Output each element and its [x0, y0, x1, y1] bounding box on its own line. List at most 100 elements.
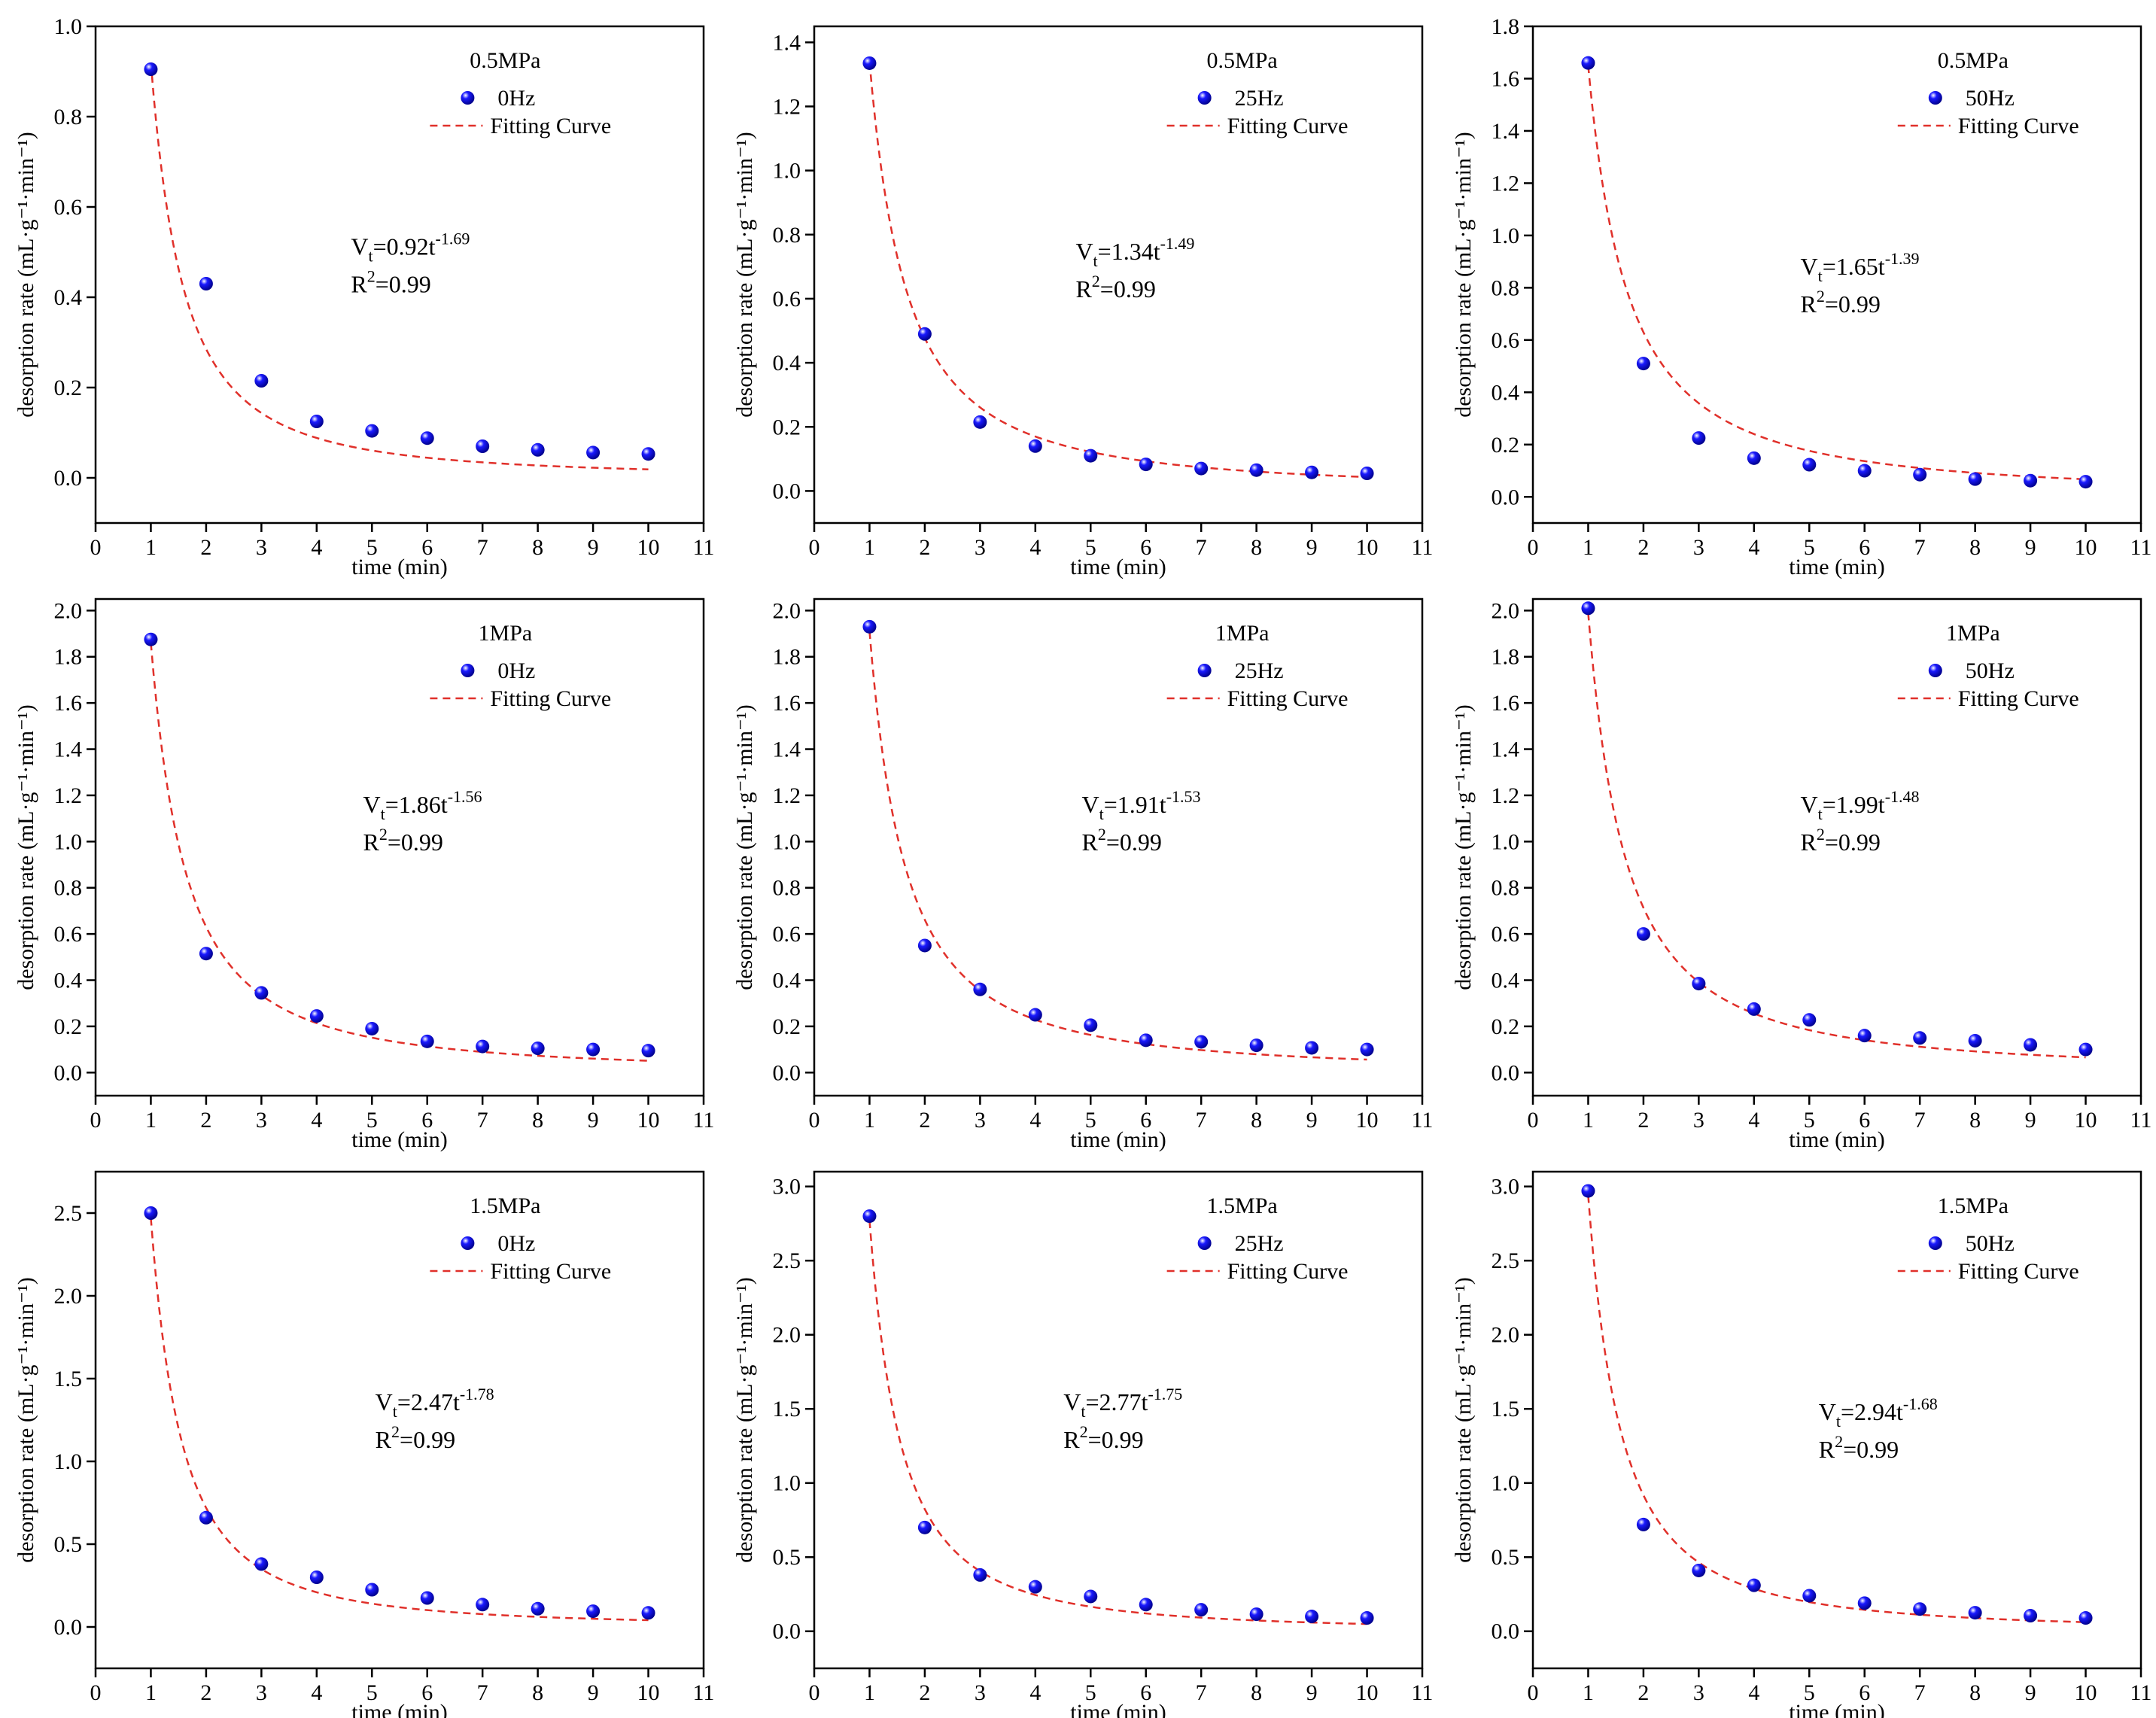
data-point: [2078, 1611, 2093, 1625]
legend-series-label: 0Hz: [497, 86, 535, 111]
x-tick-label: 2: [1638, 1108, 1649, 1133]
x-tick-label: 6: [421, 1108, 433, 1133]
data-point: [1581, 601, 1595, 616]
x-tick-label: 8: [532, 1108, 543, 1133]
y-tick-label: 0.2: [773, 1014, 801, 1039]
legend-fit-label: Fitting Curve: [490, 686, 611, 711]
y-tick-label: 0.2: [54, 376, 83, 400]
x-tick-label: 6: [1140, 1680, 1151, 1705]
fit-equation: Vt=2.47t-1.78: [376, 1385, 494, 1421]
legend-series-label: 50Hz: [1966, 86, 2015, 111]
y-tick-label: 0.4: [1492, 968, 1520, 993]
x-tick-label: 3: [1693, 1680, 1704, 1705]
data-point: [254, 1557, 269, 1571]
x-tick-label: 1: [145, 1680, 157, 1705]
x-tick-label: 1: [145, 535, 157, 560]
fitting-curve: [868, 631, 1367, 1061]
y-axis-label: desorption rate (mL·g⁻¹·min⁻¹): [732, 1277, 757, 1563]
x-tick-label: 7: [1914, 1108, 1926, 1133]
x-tick-label: 3: [975, 1680, 986, 1705]
x-tick-label: 8: [532, 1680, 543, 1705]
x-tick-label: 0: [1528, 535, 1539, 560]
legend-marker: [1197, 1236, 1212, 1250]
y-tick-label: 0.4: [773, 351, 801, 376]
data-point: [1802, 1013, 1817, 1027]
x-tick-label: 3: [1693, 535, 1704, 560]
x-axis-label: time (min): [351, 1127, 447, 1152]
y-tick-label: 2.0: [54, 1284, 83, 1309]
x-tick-label: 2: [1638, 1680, 1649, 1705]
data-point: [1084, 1589, 1098, 1604]
legend-series-label: 50Hz: [1966, 1231, 2015, 1256]
data-point: [420, 431, 434, 445]
y-tick-label: 0.5: [54, 1532, 83, 1557]
y-tick-label: 0.6: [1492, 328, 1520, 353]
r-squared: R2=0.99: [1075, 272, 1155, 303]
y-tick-label: 0.0: [1492, 1619, 1520, 1644]
x-axis-label: time (min): [1789, 1700, 1884, 1718]
data-point: [1194, 1603, 1209, 1617]
fit-equation: Vt=2.77t-1.75: [1063, 1385, 1182, 1421]
data-point: [1249, 463, 1263, 477]
x-tick-label: 1: [864, 535, 875, 560]
y-tick-label: 0.8: [54, 876, 83, 901]
data-point: [862, 1209, 877, 1224]
x-axis-label: time (min): [1789, 555, 1884, 579]
x-tick-label: 5: [366, 535, 378, 560]
data-point: [1194, 1035, 1209, 1049]
data-point: [1747, 1578, 1761, 1592]
x-tick-label: 9: [2025, 1108, 2036, 1133]
y-tick-label: 1.5: [1492, 1397, 1520, 1422]
y-tick-label: 2.0: [773, 598, 801, 623]
x-tick-label: 10: [1356, 1108, 1379, 1133]
x-tick-label: 9: [1306, 1680, 1318, 1705]
y-tick-label: 1.0: [54, 829, 83, 854]
chart-svg-1: 0 1 2 3 4 5 6 7 8 9 10 11 0.0 0.2 0.4 0.6 0.8 1.0 time (mi…: [14, 14, 714, 579]
r-squared: R2=0.99: [1063, 1422, 1143, 1453]
data-point: [531, 442, 545, 457]
fitting-curve: [868, 61, 1367, 479]
x-tick-label: 4: [1748, 1108, 1759, 1133]
chart-panel-3: 0 1 2 3 4 5 6 7 8 9 10 11 0.0 0.2 0.4 0.6 0.8 1.0 1.2 1.4 1.…: [1437, 0, 2156, 579]
legend-title: 1MPa: [1215, 621, 1270, 646]
data-point: [1857, 1029, 1872, 1043]
y-tick-label: 1.0: [1492, 223, 1520, 248]
r-squared: R2=0.99: [1801, 825, 1881, 856]
y-tick-label: 2.0: [773, 1323, 801, 1348]
fitting-curve: [1587, 65, 2086, 481]
x-tick-label: 5: [1085, 535, 1096, 560]
data-point: [1913, 1031, 1927, 1045]
y-tick-label: 0.0: [773, 1060, 801, 1085]
y-tick-label: 2.0: [1492, 598, 1520, 623]
data-point: [1028, 439, 1042, 453]
data-point: [641, 1606, 655, 1620]
y-tick-label: 1.5: [773, 1397, 801, 1422]
data-point: [586, 445, 601, 460]
data-point: [1360, 1611, 1374, 1625]
data-point: [1581, 56, 1595, 70]
x-tick-label: 9: [1306, 1108, 1318, 1133]
y-tick-label: 2.5: [1492, 1248, 1520, 1273]
r-squared: R2=0.99: [1801, 287, 1881, 318]
legend-marker: [461, 1236, 475, 1250]
y-tick-label: 3.0: [1492, 1175, 1520, 1200]
r-squared: R2=0.99: [363, 825, 443, 856]
x-axis-label: time (min): [1070, 1127, 1166, 1152]
y-tick-label: 0.0: [54, 1060, 83, 1085]
x-tick-label: 0: [90, 1680, 102, 1705]
data-point: [1249, 1607, 1263, 1622]
data-point: [144, 1206, 158, 1220]
r-squared: R2=0.99: [351, 267, 430, 298]
y-tick-label: 1.2: [773, 783, 801, 808]
data-point: [586, 1042, 601, 1057]
chart-panel-8: 0 1 2 3 4 5 6 7 8 9 10 11 0.0 0.5 1.0 1.5 2.0 2.5 3.0 time …: [719, 1145, 1437, 1718]
legend-series-label: 25Hz: [1235, 86, 1284, 111]
y-tick-label: 0.8: [1492, 876, 1520, 901]
x-tick-label: 5: [1804, 535, 1815, 560]
x-tick-label: 1: [1583, 535, 1594, 560]
y-tick-label: 0.8: [773, 876, 801, 901]
y-tick-label: 1.4: [1492, 737, 1520, 762]
y-tick-label: 0.0: [773, 1619, 801, 1644]
x-tick-label: 11: [2130, 1680, 2152, 1705]
